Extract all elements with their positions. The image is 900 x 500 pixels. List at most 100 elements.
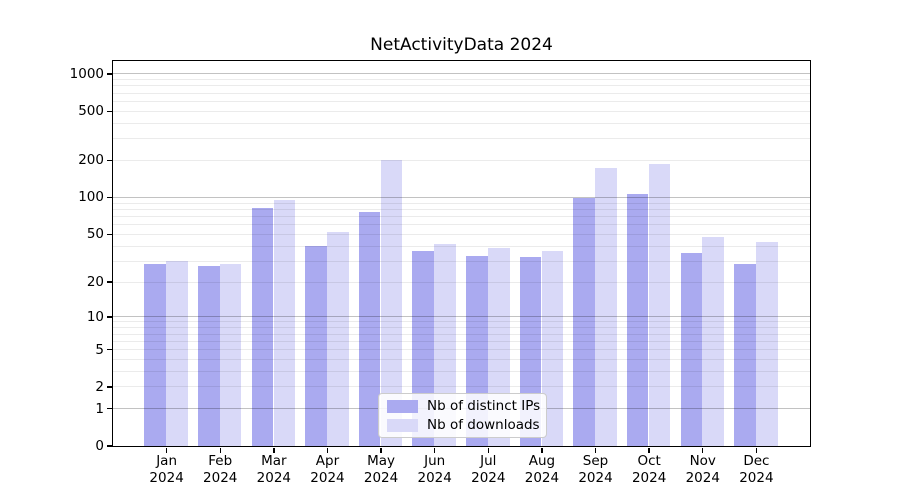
x-tick-label-feb: Feb 2024 — [203, 453, 238, 486]
gridline-minor — [112, 245, 810, 247]
x-tick-mark — [648, 447, 650, 453]
y-tick-mark — [106, 407, 112, 410]
legend: Nb of distinct IPs Nb of downloads — [378, 393, 547, 438]
gridline-minor — [112, 79, 810, 81]
bar-distinct-ips-mar — [251, 207, 274, 446]
legend-item-downloads: Nb of downloads — [387, 416, 546, 433]
x-tick-mark — [165, 447, 168, 453]
y-tick-label: 20 — [86, 274, 104, 291]
x-tick-mark — [273, 447, 275, 453]
y-tick-label: 1000 — [69, 65, 104, 82]
legend-label-downloads: Nb of downloads — [427, 416, 540, 433]
y-tick-mark — [106, 445, 112, 447]
gridline-minor — [112, 358, 810, 360]
gridline-minor — [112, 370, 810, 372]
bar-downloads-sep — [595, 167, 617, 446]
x-tick-label-dec: Dec 2024 — [739, 453, 774, 486]
gridline-minor — [112, 215, 810, 217]
x-tick-mark — [594, 447, 597, 453]
gridline-minor — [112, 333, 810, 335]
y-tick-label: 200 — [78, 152, 104, 169]
gridline-major — [112, 196, 810, 198]
gridline-minor — [112, 202, 810, 204]
y-tick-label: 500 — [78, 103, 104, 120]
legend-swatch-downloads — [387, 418, 418, 432]
gridline-minor — [112, 110, 810, 112]
y-tick-mark — [106, 233, 112, 235]
gridline-minor — [112, 233, 810, 235]
x-tick-label-nov: Nov 2024 — [685, 453, 720, 486]
x-tick-label-jul: Jul 2024 — [471, 453, 506, 486]
y-tick-label: 5 — [95, 341, 104, 358]
gridline-minor — [112, 85, 810, 87]
gridline-minor — [112, 100, 810, 102]
gridline-minor — [112, 224, 810, 226]
x-tick-mark — [219, 447, 221, 453]
y-tick-label: 50 — [86, 226, 104, 243]
y-tick-label: 10 — [86, 308, 104, 325]
gridline-minor — [112, 340, 810, 342]
gridline-minor — [112, 281, 810, 283]
y-tick-mark — [106, 281, 112, 283]
y-tick-label: 2 — [95, 378, 104, 395]
x-tick-mark — [755, 447, 758, 453]
x-tick-label-jan: Jan 2024 — [149, 453, 184, 486]
gridline-minor — [112, 321, 810, 323]
x-tick-mark — [326, 447, 329, 453]
gridline-minor — [112, 208, 810, 210]
bar-distinct-ips-oct — [626, 194, 649, 446]
bar-distinct-ips-nov — [680, 252, 703, 446]
bar-downloads-feb — [219, 264, 242, 446]
y-tick-mark — [106, 73, 112, 75]
y-tick-mark — [106, 386, 112, 388]
y-tick-mark — [106, 110, 112, 112]
plot-area — [111, 59, 811, 447]
gridline-minor — [112, 122, 810, 124]
y-tick-label: 0 — [95, 438, 104, 454]
legend-swatch-distinct-ips — [387, 399, 418, 413]
bar-distinct-ips-feb — [198, 266, 220, 446]
x-tick-label-sep: Sep 2024 — [578, 453, 613, 486]
y-tick-mark — [106, 196, 112, 199]
x-tick-label-oct: Oct 2024 — [631, 453, 667, 486]
gridline-minor — [112, 349, 810, 350]
bar-downloads-apr — [327, 231, 349, 446]
bar-downloads-nov — [702, 237, 724, 446]
bar-downloads-dec — [756, 241, 778, 446]
y-tick-mark — [106, 348, 112, 351]
legend-label-distinct-ips: Nb of distinct IPs — [427, 397, 541, 414]
bar-downloads-may — [380, 159, 403, 446]
bar-downloads-oct — [648, 164, 671, 446]
bar-distinct-ips-jan — [144, 264, 166, 446]
x-tick-mark — [541, 447, 543, 453]
bar-downloads-mar — [273, 199, 296, 446]
y-tick-mark — [106, 159, 112, 162]
y-tick-mark — [106, 316, 112, 318]
bar-distinct-ips-sep — [573, 198, 595, 446]
bar-distinct-ips-apr — [305, 245, 327, 446]
bar-distinct-ips-may — [358, 211, 381, 446]
y-tick-label: 100 — [78, 189, 104, 206]
x-tick-label-aug: Aug 2024 — [524, 453, 560, 486]
x-tick-mark — [702, 447, 704, 453]
x-tick-mark — [380, 447, 382, 453]
gridline-minor — [112, 386, 810, 388]
chart-title: NetActivityData 2024 — [370, 35, 553, 55]
x-tick-label-apr: Apr 2024 — [310, 453, 345, 486]
gridline-minor — [112, 159, 810, 161]
x-tick-label-jun: Jun 2024 — [417, 453, 452, 486]
y-tick-label: 1 — [95, 400, 104, 417]
gridline-minor — [112, 327, 810, 329]
legend-item-distinct-ips: Nb of distinct IPs — [387, 397, 546, 414]
bar-distinct-ips-dec — [734, 264, 756, 446]
x-tick-label-may: May 2024 — [363, 453, 399, 486]
bar-downloads-jan — [166, 260, 188, 446]
gridline-major — [112, 316, 810, 318]
gridline-minor — [112, 92, 810, 94]
x-tick-label-mar: Mar 2024 — [256, 453, 292, 486]
x-tick-mark — [433, 447, 436, 453]
gridline-minor — [112, 260, 810, 262]
gridline-major — [112, 73, 810, 75]
gridline-minor — [112, 138, 810, 140]
